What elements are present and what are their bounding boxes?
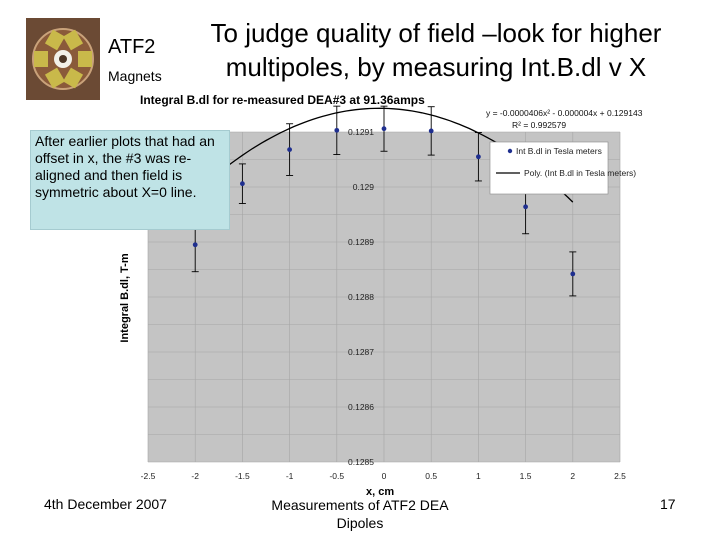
brand-subtitle: Magnets bbox=[108, 68, 162, 84]
y-tick-label: 0.1287 bbox=[348, 347, 374, 357]
data-point bbox=[381, 126, 387, 132]
x-tick-labels: -2.5 -2 -1.5 -1 -0.5 0 0.5 1 1.5 2 2.5 bbox=[141, 471, 627, 481]
y-tick-label: 0.1289 bbox=[348, 237, 374, 247]
data-point bbox=[428, 128, 434, 134]
x-tick-label: 2.5 bbox=[614, 471, 626, 481]
atf2-logo bbox=[26, 18, 100, 100]
y-tick-labels: 0.1285 0.1286 0.1287 0.1288 0.1289 0.129 0.129… bbox=[348, 127, 374, 467]
y-tick-label: 0.1288 bbox=[348, 292, 374, 302]
data-point bbox=[240, 181, 245, 187]
chart-title: Integral B.dl for re-measured DEA#3 at 9… bbox=[140, 93, 425, 107]
data-point bbox=[570, 271, 576, 277]
data-point bbox=[334, 127, 340, 133]
footer-date: 4th December 2007 bbox=[44, 496, 167, 512]
legend-label-trendline: Poly. (Int B.dl in Tesla meters) bbox=[524, 168, 636, 178]
brand-label: ATF2 bbox=[108, 36, 156, 58]
equation-text: y = -0.0000406x² - 0.000004x + 0.129143 bbox=[486, 108, 643, 118]
x-tick-label: -2 bbox=[191, 471, 199, 481]
data-points bbox=[192, 126, 576, 277]
page-number: 17 bbox=[660, 496, 676, 512]
data-point bbox=[192, 242, 198, 248]
x-tick-label: 0.5 bbox=[425, 471, 437, 481]
r-squared-text: R² = 0.992579 bbox=[512, 120, 567, 130]
annotation-note: After earlier plots that had an offset i… bbox=[30, 130, 230, 230]
data-point bbox=[287, 147, 292, 153]
x-axis-label: x, cm bbox=[366, 486, 395, 498]
x-tick-label: 2 bbox=[570, 471, 575, 481]
x-tick-label: -2.5 bbox=[141, 471, 156, 481]
y-axis-label: Integral B.dl, T-m bbox=[119, 253, 131, 343]
y-tick-label: 0.1291 bbox=[348, 127, 374, 137]
x-tick-label: 0 bbox=[382, 471, 387, 481]
footer-center: Measurements of ATF2 DEA Dipoles bbox=[271, 497, 449, 531]
trendline-equation: y = -0.0000406x² - 0.000004x + 0.129143 … bbox=[486, 107, 642, 131]
x-tick-label: -0.5 bbox=[329, 471, 344, 481]
y-tick-label: 0.1286 bbox=[348, 402, 374, 412]
x-tick-label: 1.5 bbox=[520, 471, 532, 481]
y-tick-label: 0.129 bbox=[353, 182, 375, 192]
x-tick-label: -1 bbox=[286, 471, 294, 481]
data-point bbox=[476, 154, 481, 160]
y-tick-label: 0.1285 bbox=[348, 457, 374, 467]
data-point bbox=[523, 204, 528, 210]
slide-title: To judge quality of field –look for high… bbox=[210, 18, 662, 82]
legend: Int B.dl in Tesla meters Poly. (Int B.dl… bbox=[489, 141, 636, 195]
legend-label-points: Int B.dl in Tesla meters bbox=[516, 146, 602, 156]
legend-marker-points bbox=[507, 148, 513, 154]
x-tick-label: -1.5 bbox=[235, 471, 250, 481]
x-tick-label: 1 bbox=[476, 471, 481, 481]
